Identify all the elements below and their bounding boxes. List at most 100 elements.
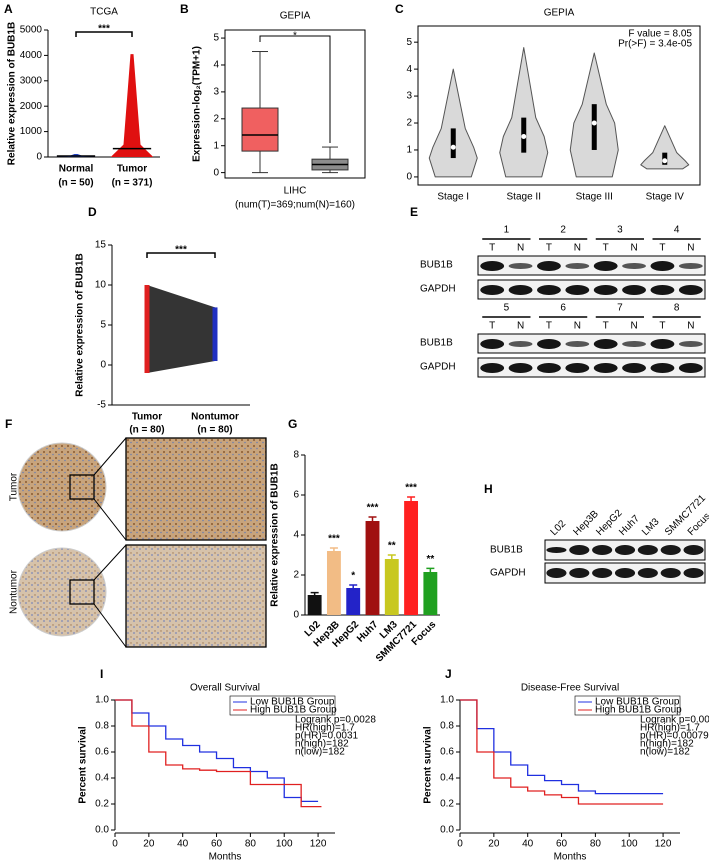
x-tick-label: Tumor [132, 412, 162, 423]
row-label: BUB1B [420, 338, 453, 349]
row-label: GAPDH [420, 362, 456, 373]
bar [346, 588, 361, 615]
blot-band [593, 261, 618, 271]
blot-band [546, 547, 567, 553]
y-tick-label: 8 [293, 450, 299, 461]
x-tick-label: (n = 371) [112, 178, 153, 189]
median-dot [591, 120, 597, 126]
y-tick-label: 0.2 [95, 799, 109, 810]
y-tick-label: 0.0 [440, 825, 454, 836]
x-tick-label: Huh7 [355, 619, 381, 645]
x-tick-label: Normal [59, 164, 94, 175]
x-tick-label: Nontumor [191, 412, 239, 423]
y-axis-label: Relative expression of BUB1B [270, 463, 281, 606]
y-tick-label: 5 [406, 37, 412, 48]
row-label: Tumor [9, 472, 20, 501]
lane-label: T [489, 243, 495, 254]
y-axis-label: Relative expression of BUB1B [7, 22, 18, 165]
lane-label: N [574, 243, 581, 254]
zoom-region [69, 474, 95, 500]
blot-frame [477, 333, 706, 354]
plot-frame [224, 29, 366, 179]
blot-band [565, 341, 590, 347]
lane-label: T [659, 321, 665, 332]
error-bar [349, 584, 358, 591]
y-tick-label: 0 [36, 152, 42, 163]
y-tick-label: 1.0 [440, 695, 454, 706]
y-tick-label: 0 [213, 167, 219, 178]
row-label: GAPDH [420, 284, 456, 295]
significance-bracket [146, 252, 216, 258]
sample-number: 8 [674, 303, 680, 314]
blot-band [592, 568, 613, 578]
error-bar [368, 516, 377, 525]
x-tick-label: Stage II [507, 192, 541, 203]
significance: * [293, 31, 297, 42]
x-axis-label: Months [554, 852, 587, 863]
legend-label: High BUB1B Group [250, 705, 337, 716]
blot-band [614, 568, 636, 578]
panel-letter: E [410, 205, 418, 219]
annotation: p(HR)=0.00079 [640, 731, 709, 742]
y-axis-label: Relative expression of BUB1B [75, 253, 86, 396]
x-tick-label: 0 [457, 839, 463, 850]
row-label: BUB1B [490, 545, 523, 556]
panel-letter: H [484, 482, 493, 496]
sample-number: 3 [617, 225, 623, 236]
significance-bracket [259, 35, 331, 144]
x-tick-label: Stage III [576, 192, 613, 203]
sample-number: 5 [504, 303, 510, 314]
survival-curve [460, 699, 664, 805]
x-tick-label: 120 [310, 839, 327, 850]
panel-letter: G [288, 417, 297, 431]
panel-letter: A [4, 2, 13, 16]
y-tick-label: 0.8 [440, 721, 454, 732]
y-tick-label: 1 [406, 145, 412, 156]
lane-label: T [603, 243, 609, 254]
violin [499, 47, 549, 178]
annotation: p(HR)=0.0031 [295, 731, 359, 742]
annotation: n(low)=182 [295, 747, 345, 758]
lane-label: N [574, 321, 581, 332]
row-label: BUB1B [420, 260, 453, 271]
x-tick-label: (n = 50) [58, 178, 93, 189]
legend-box [229, 695, 336, 716]
blot-band [622, 285, 646, 295]
annotation: HR(high)=1.7 [295, 723, 355, 734]
lane-label: L02 [549, 518, 569, 538]
survival-curve [115, 699, 322, 808]
y-tick-label: 0.2 [440, 799, 454, 810]
sample-number: 2 [560, 225, 566, 236]
plot-frame [417, 25, 701, 186]
x-tick-label: 60 [556, 839, 568, 850]
annotation: F value = 8.05 [628, 29, 692, 40]
blot-band [480, 285, 505, 295]
y-tick-label: 4 [293, 530, 299, 541]
y-axis-label: Percent survival [78, 726, 89, 803]
blot-band [565, 285, 590, 295]
y-tick-label: 10 [95, 280, 107, 291]
point-strip [212, 307, 218, 361]
lane-label: T [659, 243, 665, 254]
zoom-image [125, 544, 267, 648]
blot-band [546, 568, 567, 578]
blot-band [592, 545, 613, 555]
y-tick-label: 1000 [20, 126, 43, 137]
y-tick-label: 6 [293, 490, 299, 501]
significance: ** [426, 554, 434, 565]
lane-label: T [603, 321, 609, 332]
y-tick-label: 2000 [20, 101, 43, 112]
y-tick-label: 4000 [20, 50, 43, 61]
blot-band [650, 285, 675, 295]
chart-title: Overall Survival [190, 683, 260, 694]
blot-frame [477, 357, 706, 378]
y-tick-label: 2 [406, 118, 412, 129]
x-axis-label: (num(T)=369;num(N)=160) [235, 200, 355, 211]
violin [640, 125, 690, 170]
blot-band [683, 568, 704, 578]
pair-lines [147, 285, 215, 373]
blot-band [480, 363, 505, 373]
y-tick-label: 3 [406, 91, 412, 102]
blot-band [480, 339, 505, 349]
y-tick-label: 4 [213, 60, 219, 71]
